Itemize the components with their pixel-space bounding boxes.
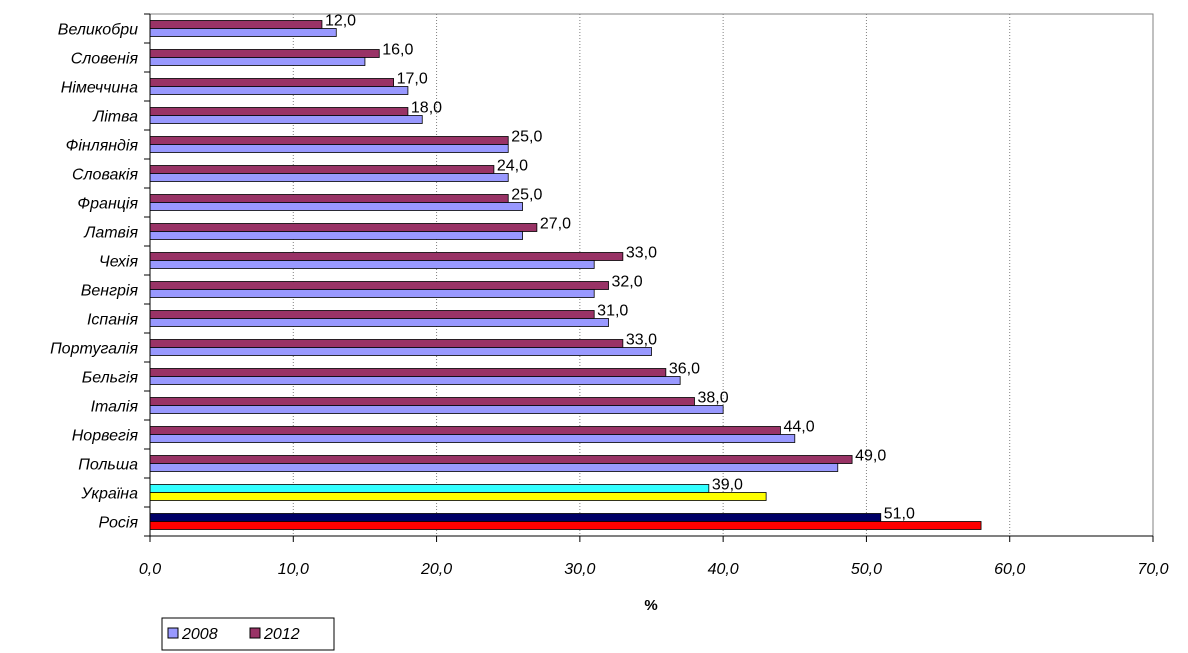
data-label-17: 51,0	[884, 506, 915, 523]
x-tick-label-1: 10,0	[278, 561, 309, 578]
category-label-14: Норвегія	[72, 428, 139, 445]
data-label-14: 44,0	[783, 419, 814, 436]
category-label-12: Бельгія	[82, 370, 139, 387]
x-tick-label-7: 70,0	[1137, 561, 1168, 578]
category-labels: Великобри Словенія Німеччина Літва Фінляндія…	[50, 22, 138, 532]
bar-2008-7	[149, 231, 523, 240]
bar-2008-0	[149, 28, 337, 37]
bar-2012-16	[149, 484, 710, 493]
x-tick-label-2: 20,0	[420, 561, 452, 578]
bar-2012-14	[149, 426, 781, 435]
category-label-5: Словакія	[72, 167, 138, 184]
data-label-0: 12,0	[325, 13, 356, 30]
bar-2008-10	[149, 318, 609, 327]
category-label-7: Латвія	[83, 225, 138, 242]
legend-label-2008: 2008	[181, 626, 218, 643]
bar-2012-9	[149, 281, 609, 290]
data-label-8: 33,0	[626, 245, 657, 262]
data-label-10: 31,0	[597, 303, 628, 320]
bar-2012-8	[149, 252, 624, 261]
bar-2012-5	[149, 165, 495, 174]
x-tick-labels: 0,0 10,0 20,0 30,0 40,0 50,0 60,0 70,0	[139, 561, 1169, 578]
category-label-15: Польша	[78, 457, 138, 474]
category-label-2: Німеччина	[61, 80, 138, 97]
data-label-15: 49,0	[855, 448, 886, 465]
data-labels-group: 12,0 16,0 17,0 18,0 25,0 24,0 25,0 27,0 33,0 32,0…	[325, 13, 915, 523]
bar-2012-2	[149, 78, 394, 87]
data-label-12: 36,0	[669, 361, 700, 378]
x-tick-label-4: 40,0	[708, 561, 739, 578]
data-label-6: 25,0	[511, 187, 542, 204]
data-label-9: 32,0	[612, 274, 643, 291]
legend-swatch-2008	[167, 627, 179, 639]
bars-group	[149, 20, 982, 530]
category-label-1: Словенія	[71, 51, 139, 68]
category-label-6: Франція	[77, 196, 138, 213]
bar-2008-13	[149, 405, 724, 414]
bar-2008-4	[149, 144, 509, 153]
bar-2012-1	[149, 49, 380, 58]
x-tick-label-5: 50,0	[851, 561, 882, 578]
bar-2008-15	[149, 463, 839, 472]
bar-2012-4	[149, 136, 509, 145]
bar-2008-2	[149, 86, 409, 95]
bar-2008-5	[149, 173, 509, 182]
bar-2008-9	[149, 289, 595, 298]
x-axis-title: %	[644, 597, 657, 614]
category-label-9: Венгрія	[81, 283, 139, 300]
bar-2012-10	[149, 310, 595, 319]
bar-2012-3	[149, 107, 409, 116]
bar-2012-15	[149, 455, 853, 464]
data-label-5: 24,0	[497, 158, 528, 175]
bar-2008-16	[149, 492, 767, 501]
bar-2008-6	[149, 202, 523, 211]
plot-area	[149, 13, 1154, 537]
bar-2008-17	[149, 521, 982, 530]
bar-2008-1	[149, 57, 366, 66]
category-label-10: Іспанія	[87, 312, 139, 329]
data-label-11: 33,0	[626, 332, 657, 349]
category-label-16: Україна	[80, 486, 138, 503]
data-label-2: 17,0	[397, 71, 428, 88]
data-label-16: 39,0	[712, 477, 743, 494]
legend-label-2012: 2012	[263, 626, 300, 643]
bar-2008-3	[149, 115, 423, 124]
bar-2012-17	[149, 513, 882, 522]
bar-2008-8	[149, 260, 595, 269]
bar-2008-11	[149, 347, 652, 356]
data-label-1: 16,0	[382, 42, 413, 59]
category-label-0: Великобри	[58, 22, 138, 39]
legend-box	[161, 617, 335, 651]
data-label-7: 27,0	[540, 216, 571, 233]
x-tick-label-0: 0,0	[139, 561, 161, 578]
legend-swatch-2012	[249, 627, 261, 639]
category-label-8: Чехія	[99, 254, 139, 271]
bar-2008-14	[149, 434, 796, 443]
axes-group	[144, 13, 1154, 542]
category-label-3: Літва	[92, 109, 138, 126]
grid-lines	[292, 14, 1011, 536]
category-label-17: Росія	[99, 515, 139, 532]
category-label-13: Італія	[91, 399, 139, 416]
data-label-3: 18,0	[411, 100, 442, 117]
data-label-4: 25,0	[511, 129, 542, 146]
bar-2012-13	[149, 397, 695, 406]
bar-2012-11	[149, 339, 624, 348]
legend: 2008 2012	[161, 617, 335, 651]
bar-2008-12	[149, 376, 681, 385]
bar-2012-12	[149, 368, 667, 377]
bar-2012-6	[149, 194, 509, 203]
x-tick-label-3: 30,0	[564, 561, 595, 578]
data-label-13: 38,0	[697, 390, 728, 407]
x-tick-label-6: 60,0	[994, 561, 1025, 578]
bar-2012-7	[149, 223, 538, 232]
category-label-11: Португалія	[50, 341, 138, 358]
category-label-4: Фінляндія	[66, 138, 139, 155]
bar-2012-0	[149, 20, 323, 29]
